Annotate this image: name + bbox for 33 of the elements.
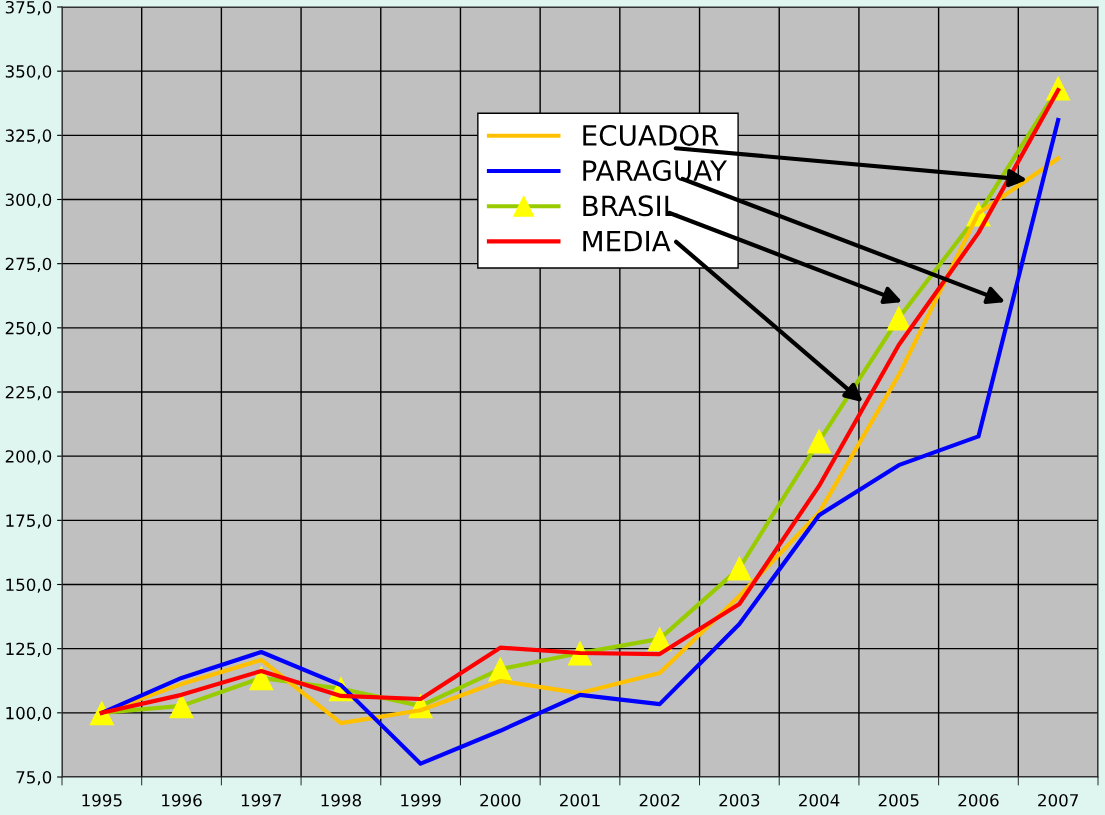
x-tick-label: 2001 xyxy=(560,793,600,807)
x-tick-label: 2003 xyxy=(719,793,760,807)
y-tick-label: 225,0 xyxy=(5,385,52,401)
point xyxy=(886,305,912,331)
y-tick-label: 125,0 xyxy=(6,642,52,657)
y-tick-label: 175,0 xyxy=(6,514,52,529)
x-tick-label: 1996 xyxy=(162,793,202,807)
point xyxy=(726,555,752,581)
x-tick-label: 2005 xyxy=(878,793,919,807)
y-tick-label: 375,0 xyxy=(5,0,52,16)
x-tick-label: 1998 xyxy=(321,793,361,807)
x-tick-label: 1997 xyxy=(241,793,282,807)
point xyxy=(806,428,832,454)
x-tick-label: 1995 xyxy=(82,793,122,807)
x-tick-label: 1999 xyxy=(401,793,441,807)
y-tick-label: 200,0 xyxy=(5,450,52,465)
x-tick-label: 2002 xyxy=(639,793,680,807)
y-tick-label: 350,0 xyxy=(5,65,52,80)
legend-label: ECUADOR xyxy=(583,124,719,146)
x-tick-label: 2006 xyxy=(958,793,999,807)
x-tick-label: 2007 xyxy=(1038,793,1078,807)
y-tick-label: 250,0 xyxy=(5,321,52,337)
y-tick-label: 100,0 xyxy=(6,706,52,722)
legend-label: PARAGUAY xyxy=(583,160,728,182)
y-tick-label: 300,0 xyxy=(5,193,52,208)
legend-label: MEDIA xyxy=(583,230,671,252)
y-tick-label: 325,0 xyxy=(5,129,52,144)
x-tick-label: 2000 xyxy=(480,793,521,807)
y-tick-label: 150,0 xyxy=(6,578,52,593)
x-tick-label: 2004 xyxy=(799,793,840,807)
legend-label: BRASIL xyxy=(583,195,679,217)
y-tick-label: 275,0 xyxy=(5,257,52,272)
y-tick-label: 75,0 xyxy=(16,770,52,786)
